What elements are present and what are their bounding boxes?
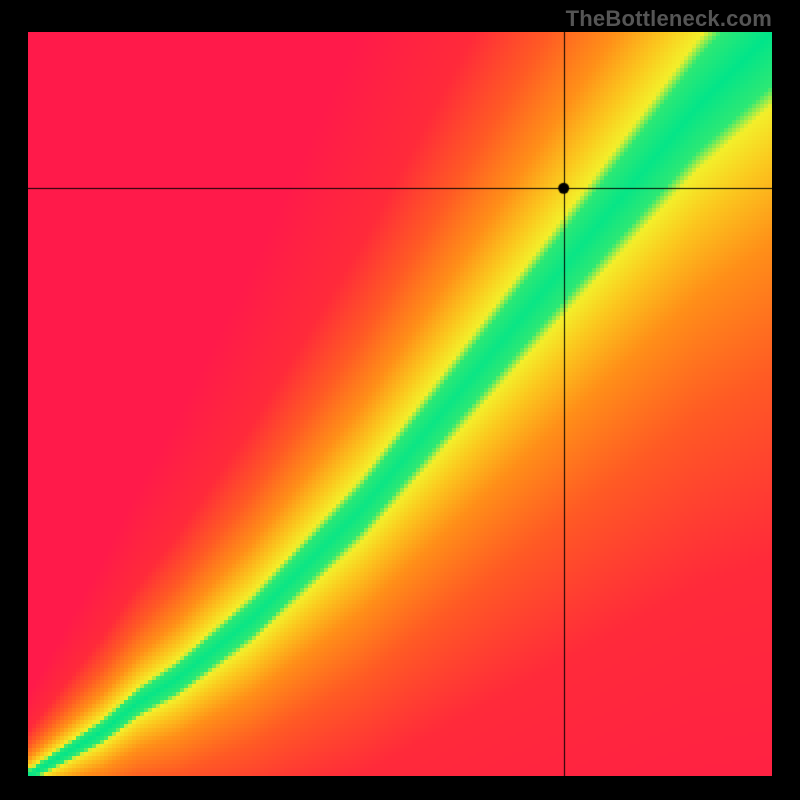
crosshair-overlay — [28, 32, 772, 776]
watermark-text: TheBottleneck.com — [566, 6, 772, 32]
root: TheBottleneck.com — [0, 0, 800, 800]
